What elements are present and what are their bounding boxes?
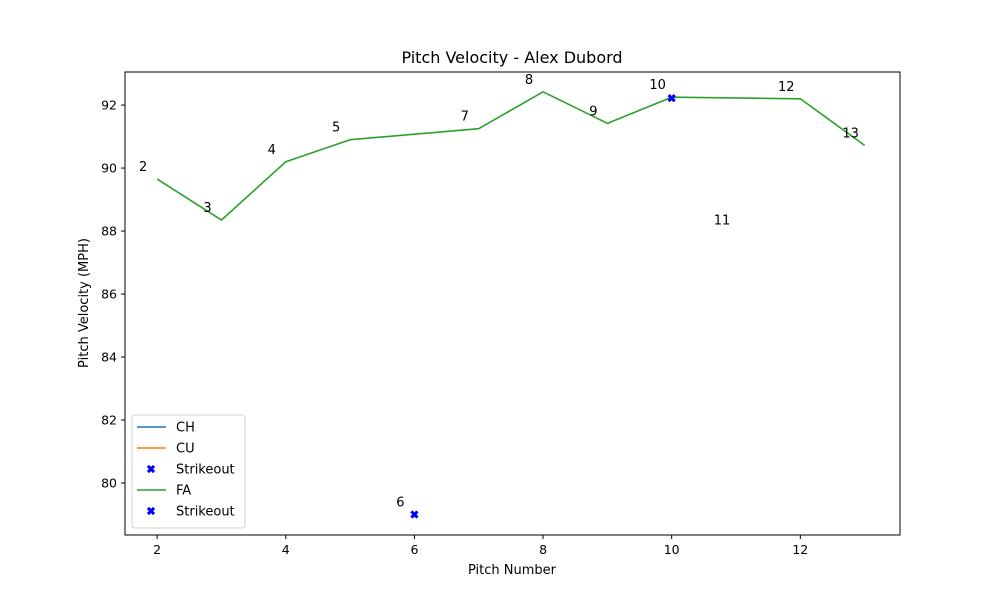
legend-box [131,414,246,529]
series-line-fa [156,91,866,221]
pitch-number-label: 10 [649,78,666,93]
strikeout-marker [410,510,419,519]
x-tick-label: 2 [153,542,161,557]
legend-swatch-strikeout [147,507,155,515]
x-axis-label: Pitch Number [468,563,557,578]
y-tick-label: 92 [101,98,117,113]
legend-label: FA [176,484,191,499]
pitch-number-label: 2 [139,160,147,175]
legend-label: CU [176,442,195,457]
pitch-number-label: 4 [268,143,276,158]
legend: CH CU Strikeout FA Strikeout [131,414,246,529]
pitch-number-label: 3 [203,201,211,216]
axes-frame [124,71,901,536]
pitch-number-label: 9 [589,104,597,119]
chart-title: Pitch Velocity - Alex Dubord [401,48,622,67]
x-tick-label: 10 [664,542,680,557]
y-tick-label: 90 [101,161,117,176]
y-tick-label: 88 [101,224,117,239]
y-tick-label: 80 [101,476,117,491]
x-tick-label: 8 [539,542,547,557]
legend-label: Strikeout [176,505,235,520]
plot-area: 2 3 4 5 6 7 8 9 10 11 12 13 [139,73,866,519]
pitch-number-label: 5 [332,121,340,136]
y-axis-label: Pitch Velocity (MPH) [77,238,92,368]
y-tick-label: 86 [101,287,117,302]
x-tick-label: 12 [792,542,808,557]
y-tick-label: 82 [101,413,117,428]
pitch-number-label: 13 [842,126,859,141]
pitch-number-label: 6 [396,496,404,511]
legend-label: Strikeout [176,463,235,478]
y-tick-label: 84 [101,350,117,365]
legend-swatch-strikeout [147,465,155,473]
pitch-number-label: 8 [525,73,533,88]
x-tick-label: 4 [282,542,290,557]
strikeout-marker [667,94,676,103]
legend-label: CH [176,421,195,436]
x-tick-label: 6 [410,542,418,557]
pitch-number-label: 7 [461,110,469,125]
pitch-number-label: 11 [714,214,731,229]
pitch-number-label: 12 [778,80,795,95]
